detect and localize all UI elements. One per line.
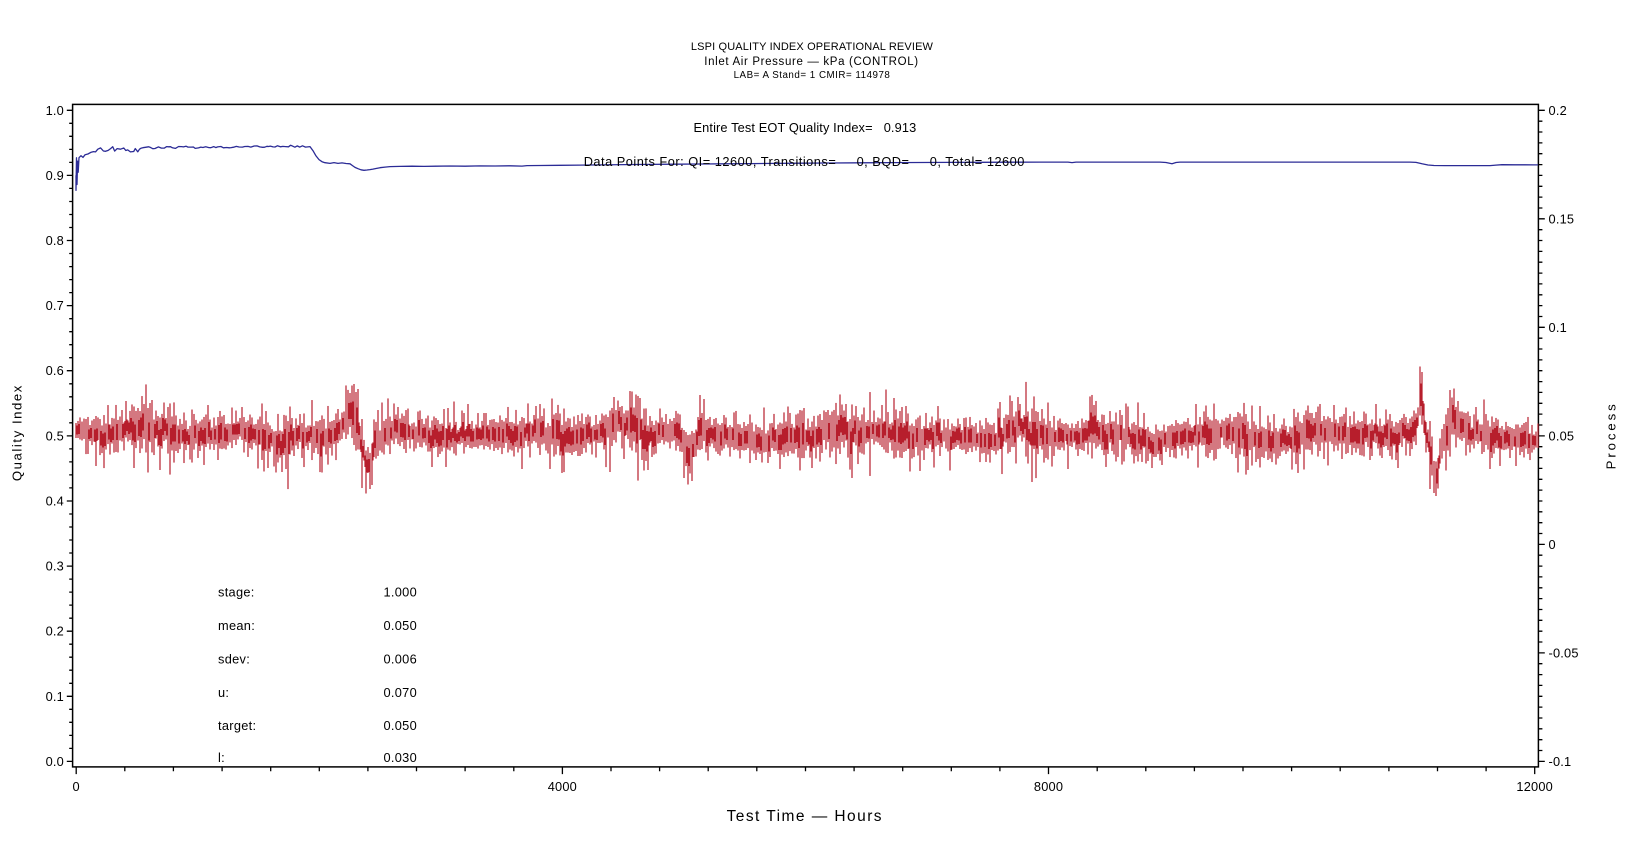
svg-text:0.4: 0.4 [46, 493, 64, 508]
svg-text:1.000: 1.000 [383, 585, 417, 600]
svg-text:0.2: 0.2 [1549, 103, 1567, 118]
svg-text:0.2: 0.2 [46, 624, 64, 639]
svg-text:Process: Process [1604, 401, 1619, 469]
svg-text:0.7: 0.7 [46, 298, 64, 313]
svg-text:0.9: 0.9 [46, 168, 64, 183]
svg-text:sdev:: sdev: [218, 651, 250, 666]
svg-text:0.5: 0.5 [46, 428, 64, 443]
svg-text:1.0: 1.0 [46, 103, 64, 118]
svg-text:target:: target: [218, 718, 256, 733]
svg-text:0.1: 0.1 [1549, 320, 1567, 335]
svg-text:Data Points For: QI= 12600, Tr: Data Points For: QI= 12600, Transitions=… [584, 154, 1025, 169]
svg-text:LAB= A Stand= 1 CMIR= 114978: LAB= A Stand= 1 CMIR= 114978 [734, 70, 891, 81]
svg-text:0.1: 0.1 [46, 689, 64, 704]
svg-text:l:: l: [218, 750, 225, 765]
svg-text:0.070: 0.070 [383, 685, 417, 700]
svg-text:0.0: 0.0 [46, 754, 64, 769]
svg-text:0.05: 0.05 [1549, 428, 1575, 443]
svg-text:stage:: stage: [218, 585, 255, 600]
svg-text:Quality Index: Quality Index [10, 384, 25, 481]
svg-text:0.3: 0.3 [46, 559, 64, 574]
svg-text:-0.05: -0.05 [1549, 645, 1579, 660]
svg-text:0.050: 0.050 [383, 618, 417, 633]
svg-text:mean:: mean: [218, 618, 255, 633]
svg-text:Inlet Air Pressure — kPa (CONT: Inlet Air Pressure — kPa (CONTROL) [704, 56, 918, 68]
svg-text:0.050: 0.050 [383, 718, 417, 733]
svg-text:12000: 12000 [1516, 779, 1553, 794]
svg-text:Entire Test EOT Quality Index=: Entire Test EOT Quality Index= 0.913 [694, 120, 917, 135]
svg-text:u:: u: [218, 685, 229, 700]
svg-text:0.006: 0.006 [383, 651, 417, 666]
svg-text:-0.1: -0.1 [1549, 754, 1572, 769]
svg-text:0.8: 0.8 [46, 233, 64, 248]
svg-text:0: 0 [73, 779, 80, 794]
svg-text:0.6: 0.6 [46, 363, 64, 378]
svg-text:LSPI QUALITY INDEX OPERATIONAL: LSPI QUALITY INDEX OPERATIONAL REVIEW [691, 41, 934, 53]
svg-text:0.030: 0.030 [383, 750, 417, 765]
svg-text:Test Time — Hours: Test Time — Hours [727, 808, 883, 825]
svg-text:8000: 8000 [1034, 779, 1063, 794]
svg-text:0.15: 0.15 [1549, 211, 1575, 226]
svg-text:0: 0 [1549, 537, 1556, 552]
svg-text:4000: 4000 [548, 779, 577, 794]
